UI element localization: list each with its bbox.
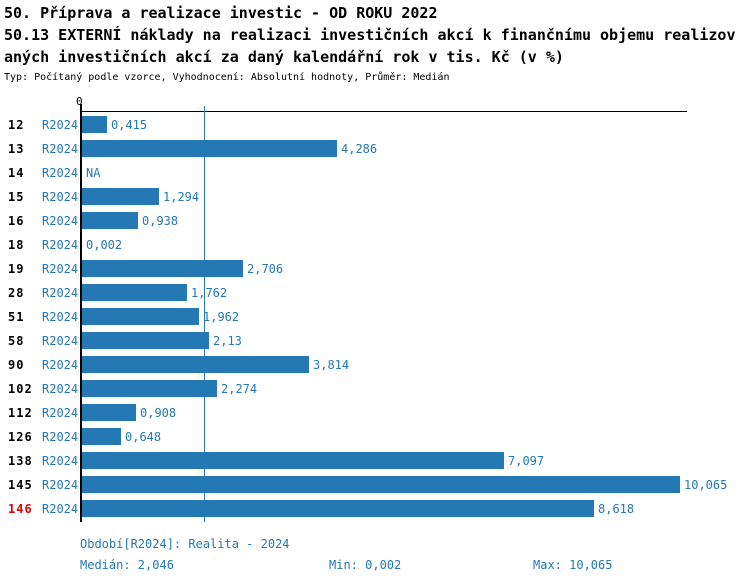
row-period-label: R2024: [42, 286, 79, 300]
bar-chart-rows: 12 R2024 0,415 13 R2024 4,286 14 R2024 N…: [0, 113, 750, 523]
bar: [82, 284, 187, 301]
row-period-label: R2024: [42, 334, 79, 348]
bar: [82, 140, 337, 157]
chart-subtitle: Typ: Počítaný podle vzorce, Vyhodnocení:…: [4, 72, 450, 83]
chart-row: 58 R2024 2,13: [0, 329, 750, 353]
median-gridline: [204, 106, 205, 522]
row-period-label: R2024: [42, 478, 79, 492]
row-period-label: R2024: [42, 142, 79, 156]
bar: [82, 452, 504, 469]
period-info: Období[R2024]: Realita - 2024: [80, 537, 290, 551]
bar-value-label: NA: [86, 166, 101, 180]
bar: [82, 260, 243, 277]
row-id-label: 126: [8, 430, 33, 444]
row-period-label: R2024: [42, 358, 79, 372]
row-period-label: R2024: [42, 166, 79, 180]
row-id-label: 90: [8, 358, 25, 372]
bar-value-label: 1,294: [163, 190, 200, 204]
chart-row: 15 R2024 1,294: [0, 185, 750, 209]
chart-row: 14 R2024 NA: [0, 161, 750, 185]
row-period-label: R2024: [42, 406, 79, 420]
bar-value-label: 0,415: [111, 118, 148, 132]
chart-title-line1: 50. Příprava a realizace investic - OD R…: [4, 4, 438, 22]
bar-value-label: 0,648: [125, 430, 162, 444]
bar: [82, 428, 121, 445]
chart-row: 28 R2024 1,762: [0, 281, 750, 305]
chart-row: 16 R2024 0,938: [0, 209, 750, 233]
row-period-label: R2024: [42, 238, 79, 252]
row-id-label: 16: [8, 214, 25, 228]
chart-title-line2: 50.13 EXTERNÍ náklady na realizaci inves…: [4, 26, 736, 44]
row-id-label: 12: [8, 118, 25, 132]
bar-value-label: 1,962: [203, 310, 240, 324]
row-period-label: R2024: [42, 502, 79, 516]
chart-row: 112 R2024 0,908: [0, 401, 750, 425]
y-axis-line: [80, 104, 82, 522]
bar: [82, 380, 217, 397]
row-id-label: 146: [8, 502, 33, 516]
row-id-label: 145: [8, 478, 33, 492]
row-period-label: R2024: [42, 454, 79, 468]
bar: [82, 404, 136, 421]
chart-row: 145 R2024 10,065: [0, 473, 750, 497]
bar-value-label: 3,814: [313, 358, 350, 372]
row-id-label: 18: [8, 238, 25, 252]
bar: [82, 212, 138, 229]
bar-value-label: 2,274: [221, 382, 258, 396]
row-period-label: R2024: [42, 310, 79, 324]
row-id-label: 15: [8, 190, 25, 204]
bar-value-label: 2,706: [247, 262, 284, 276]
bar: [82, 500, 594, 517]
chart-row: 18 R2024 0,002: [0, 233, 750, 257]
row-period-label: R2024: [42, 214, 79, 228]
bar-value-label: 2,13: [213, 334, 242, 348]
row-id-label: 13: [8, 142, 25, 156]
row-period-label: R2024: [42, 190, 79, 204]
row-id-label: 112: [8, 406, 33, 420]
row-id-label: 28: [8, 286, 25, 300]
median-stat: Medián: 2,046: [80, 558, 174, 572]
chart-row: 102 R2024 2,274: [0, 377, 750, 401]
row-period-label: R2024: [42, 382, 79, 396]
chart-row: 90 R2024 3,814: [0, 353, 750, 377]
x-axis-line: [80, 111, 687, 112]
bar: [82, 116, 107, 133]
chart-row: 138 R2024 7,097: [0, 449, 750, 473]
max-stat: Max: 10,065: [533, 558, 613, 572]
x-axis-zero-tick-label: 0: [76, 95, 83, 108]
row-period-label: R2024: [42, 118, 79, 132]
bar-value-label: 8,618: [598, 502, 635, 516]
bar-value-label: 0,002: [86, 238, 123, 252]
row-id-label: 102: [8, 382, 33, 396]
bar: [82, 308, 199, 325]
bar-value-label: 0,938: [142, 214, 179, 228]
bar: [82, 476, 680, 493]
row-period-label: R2024: [42, 262, 79, 276]
row-id-label: 51: [8, 310, 25, 324]
chart-row: 51 R2024 1,962: [0, 305, 750, 329]
chart-row: 13 R2024 4,286: [0, 137, 750, 161]
bar: [82, 188, 159, 205]
chart-row: 19 R2024 2,706: [0, 257, 750, 281]
bar: [82, 332, 209, 349]
chart-title-line3: aných investičních akcí za daný kalendář…: [4, 48, 564, 66]
row-id-label: 19: [8, 262, 25, 276]
bar-value-label: 0,908: [140, 406, 177, 420]
bar-value-label: 4,286: [341, 142, 378, 156]
chart-row: 126 R2024 0,648: [0, 425, 750, 449]
bar: [82, 356, 309, 373]
row-id-label: 138: [8, 454, 33, 468]
chart-row: 12 R2024 0,415: [0, 113, 750, 137]
bar-value-label: 7,097: [508, 454, 545, 468]
min-stat: Min: 0,002: [329, 558, 402, 572]
row-id-label: 14: [8, 166, 25, 180]
chart-row: 146 R2024 8,618: [0, 497, 750, 521]
bar-value-label: 1,762: [191, 286, 228, 300]
row-period-label: R2024: [42, 430, 79, 444]
bar-value-label: 10,065: [684, 478, 728, 492]
row-id-label: 58: [8, 334, 25, 348]
